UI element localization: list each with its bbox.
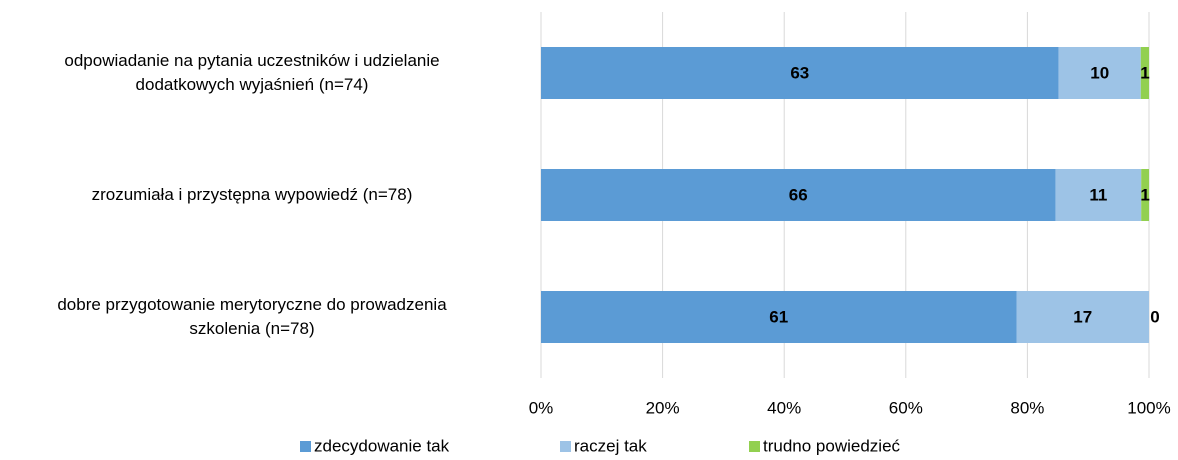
data-label: 11 (1089, 185, 1107, 204)
data-label: 17 (1073, 307, 1092, 326)
bar-segment (1055, 169, 1142, 221)
bar-segment (541, 291, 1017, 343)
x-tick-label: 40% (767, 398, 801, 417)
bar-segment (541, 47, 1059, 99)
data-label: 0 (1150, 307, 1159, 326)
legend-label: trudno powiedzieć (763, 436, 901, 455)
legend-swatch (749, 441, 760, 452)
y-tick-label: odpowiadanie na pytania uczestników i ud… (64, 51, 440, 94)
legend-label: raczej tak (574, 436, 647, 455)
bar-segment (1016, 291, 1149, 343)
x-tick-label: 60% (889, 398, 923, 417)
legend-swatch (560, 441, 571, 452)
y-tick-label: dobre przygotowanie merytoryczne do prow… (57, 295, 447, 338)
data-label: 66 (789, 185, 808, 204)
legend-label: zdecydowanie tak (314, 436, 450, 455)
x-tick-label: 80% (1010, 398, 1044, 417)
y-tick-label: zrozumiała i przystępna wypowiedź (n=78) (91, 185, 413, 204)
bar-segment (1140, 47, 1149, 99)
x-tick-label: 20% (646, 398, 680, 417)
data-label: 63 (790, 63, 809, 82)
x-tick-label: 0% (529, 398, 554, 417)
bar-segment (1141, 169, 1149, 221)
bar-segment (1058, 47, 1141, 99)
x-tick-label: 100% (1127, 398, 1170, 417)
data-label: 1 (1140, 185, 1149, 204)
legend-swatch (300, 441, 311, 452)
bar-segment (541, 169, 1056, 221)
data-label: 61 (769, 307, 788, 326)
data-label: 1 (1140, 63, 1149, 82)
data-label: 10 (1090, 63, 1109, 82)
